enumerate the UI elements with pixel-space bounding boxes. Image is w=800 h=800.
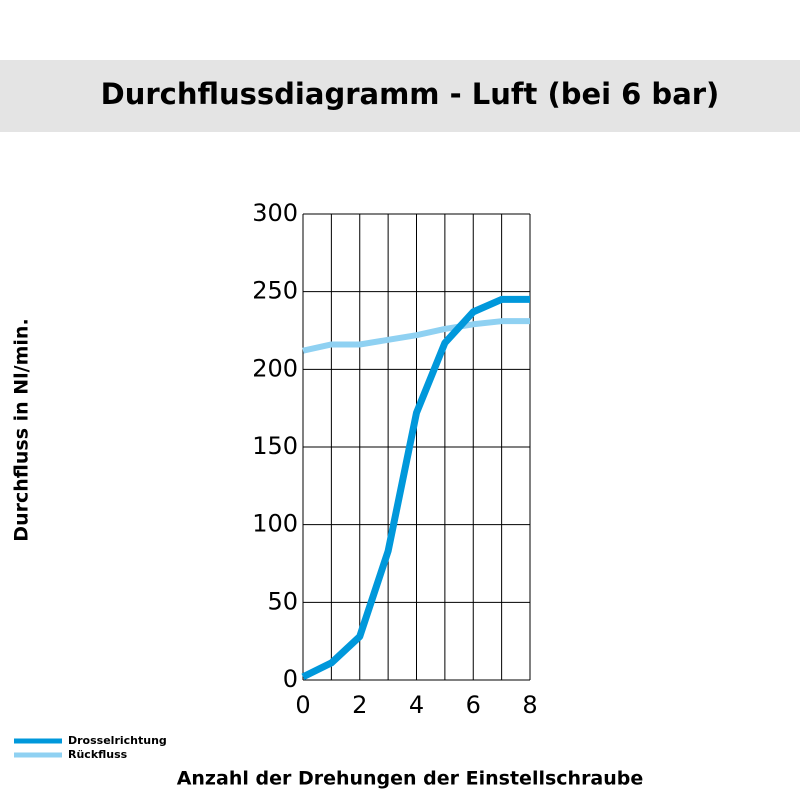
y-tick-label: 250 (252, 277, 298, 305)
y-axis-label: Durchfluss in Nl/min. (11, 318, 33, 541)
data-line (302, 318, 530, 354)
x-tick-label: 4 (409, 691, 424, 719)
y-tick-label: 300 (252, 199, 298, 227)
x-tick-label: 0 (295, 691, 310, 719)
y-tick-label: 150 (252, 432, 298, 460)
x-tick-label: 6 (466, 691, 481, 719)
x-axis-label: Anzahl der Drehungen der Einstellschraub… (177, 768, 644, 790)
legend-label: Drosselrichtung (68, 734, 167, 747)
y-tick-label: 50 (267, 587, 298, 615)
y-tick-label: 200 (252, 354, 298, 382)
title-band (0, 60, 800, 132)
data-line (301, 295, 530, 681)
y-tick-label: 100 (252, 510, 298, 538)
chart-title: Durchflussdiagramm - Luft (bei 6 bar) (101, 77, 720, 111)
legend-label: Rückfluss (68, 748, 128, 761)
y-tick-label: 0 (283, 665, 298, 693)
x-tick-label: 8 (522, 691, 537, 719)
x-tick-label: 2 (352, 691, 367, 719)
